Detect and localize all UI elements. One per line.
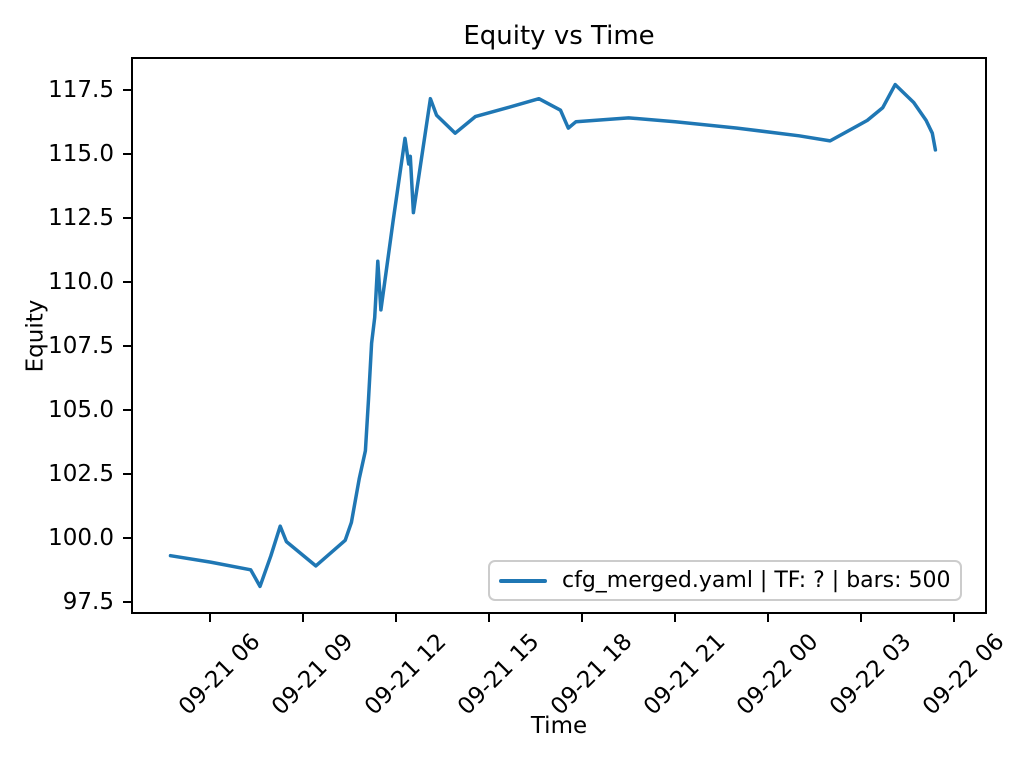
x-tick-mark [674,614,677,622]
x-tick-label: 09-22 00 [731,628,824,721]
y-tick-mark [123,280,131,283]
y-tick-label: 100.0 [48,524,114,551]
y-tick-label: 102.5 [48,460,114,487]
x-tick-label: 09-21 18 [545,628,638,721]
y-tick-mark [123,344,131,347]
chart-title: Equity vs Time [463,21,655,51]
y-tick-mark [123,152,131,155]
x-tick-label: 09-21 09 [266,628,359,721]
x-tick-label: 09-21 15 [452,628,545,721]
x-tick-mark [395,614,398,622]
legend-line-swatch [499,578,547,583]
y-tick-label: 107.5 [48,332,114,359]
x-tick-label: 09-21 21 [638,628,731,721]
y-tick-mark [123,600,131,603]
y-tick-mark [123,408,131,411]
y-tick-label: 97.5 [62,588,114,615]
y-tick-label: 112.5 [48,204,114,231]
x-tick-mark [488,614,491,622]
y-tick-label: 110.0 [48,268,114,295]
x-tick-mark [209,614,212,622]
x-tick-mark [581,614,584,622]
x-tick-label: 09-21 12 [359,628,452,721]
x-tick-mark [953,614,956,622]
legend-box: cfg_merged.yaml | TF: ? | bars: 500 [488,560,962,601]
x-tick-mark [302,614,305,622]
x-tick-mark [767,614,770,622]
x-tick-label: 09-21 06 [174,628,266,721]
x-axis-label: Time [530,713,588,739]
y-tick-mark [123,536,131,539]
x-tick-mark [860,614,863,622]
x-tick-label: 09-22 06 [917,628,1010,721]
y-tick-label: 117.5 [48,76,114,103]
y-tick-mark [123,88,131,91]
y-tick-label: 105.0 [48,396,114,423]
plot-area [131,57,987,614]
legend-entry-label: cfg_merged.yaml | TF: ? | bars: 500 [562,568,951,593]
x-tick-label: 09-22 03 [824,628,917,721]
y-tick-mark [123,472,131,475]
y-tick-mark [123,216,131,219]
y-tick-label: 115.0 [48,140,114,167]
